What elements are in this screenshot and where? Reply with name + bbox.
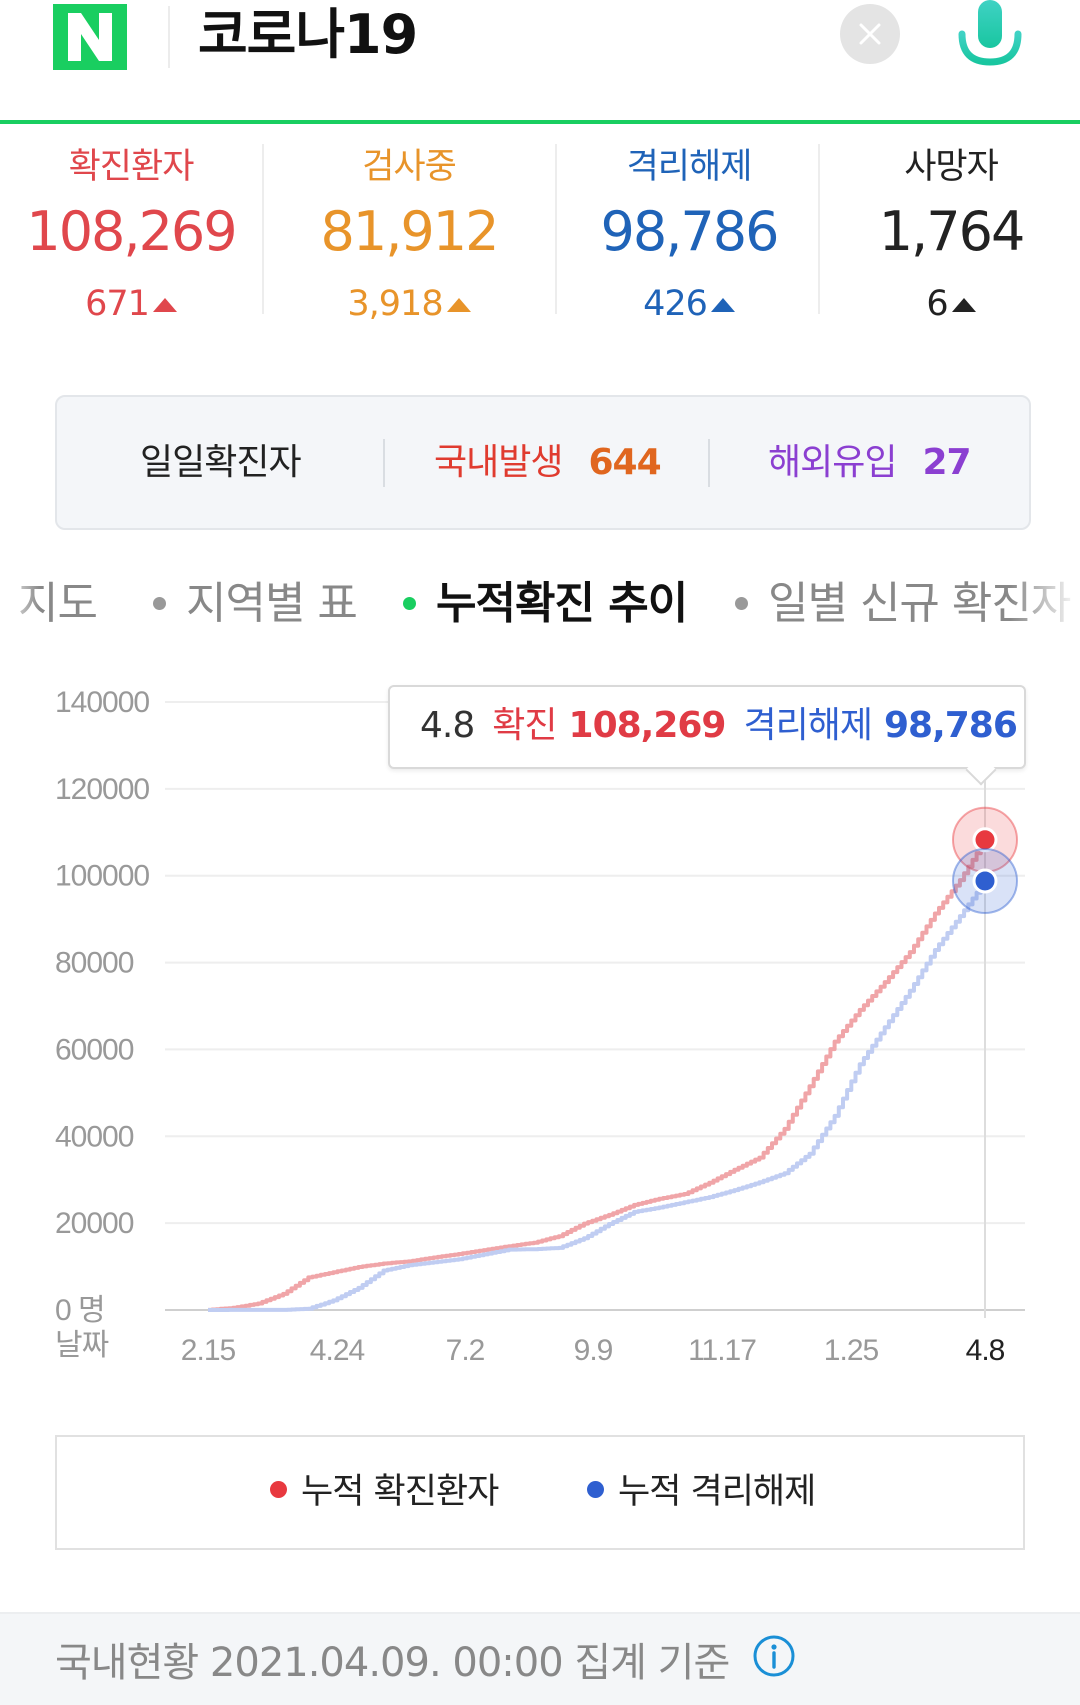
tab-bullet-icon	[153, 597, 166, 610]
up-triangle-icon	[152, 298, 177, 312]
data-timestamp: 국내현황 2021.04.09. 00:00 집계 기준	[55, 1640, 730, 1686]
y-tick-label: 80000	[55, 947, 134, 980]
daily-domestic-label: 국내발생	[434, 442, 563, 483]
y-tick-label: 0 명	[55, 1294, 105, 1327]
stat-divider	[818, 144, 820, 314]
naver-n-logo[interactable]	[53, 4, 127, 70]
stat-delta-value: 6	[926, 284, 948, 324]
daily-overseas-value: 27	[922, 442, 971, 483]
stat-delta-value: 3,918	[347, 284, 443, 324]
stat-confirmed[interactable]: 확진환자 108,269 671	[0, 138, 262, 324]
tab-bullet-icon	[735, 597, 748, 610]
stat-delta: 3,918	[278, 284, 540, 324]
x-tick-label: 4.24	[310, 1334, 365, 1367]
x-tick-label: 4.8	[966, 1334, 1005, 1367]
legend-dot-icon	[270, 1481, 287, 1498]
chart-tooltip: 4.8 확진 108,269 격리해제 98,786	[388, 685, 1026, 786]
legend-dot-icon	[587, 1481, 604, 1498]
daily-confirmed-box: 일일확진자 국내발생 644 해외유입 27	[55, 395, 1031, 530]
search-input[interactable]: 코로나19	[198, 3, 418, 66]
y-tick-label: 40000	[55, 1120, 134, 1153]
daily-divider	[708, 439, 710, 487]
tooltip-date: 4.8	[420, 705, 475, 746]
legend-item-released[interactable]: 누적 격리해제	[587, 1437, 816, 1548]
stat-deaths[interactable]: 사망자 1,764 6	[820, 138, 1080, 324]
stats-summary: 확진환자 108,269 671 검사중 81,912 3,918 격리해제 9…	[0, 138, 1080, 338]
daily-domestic-value: 644	[588, 442, 661, 483]
stat-divider	[262, 144, 264, 314]
chart-tabs: 지도 지역별 표 누적확진 추이 일별 신규 확진자	[0, 570, 1080, 640]
data-point-released	[972, 868, 998, 894]
y-tick-label: 120000	[55, 773, 149, 806]
x-tick-label: 1.25	[824, 1334, 879, 1367]
daily-overseas-label: 해외유입	[768, 442, 897, 483]
stat-released[interactable]: 격리해제 98,786 426	[558, 138, 820, 324]
series-line-released	[208, 881, 987, 1312]
legend-item-confirmed[interactable]: 누적 확진환자	[270, 1437, 499, 1548]
y-tick-label: 100000	[55, 860, 149, 893]
stat-label: 격리해제	[626, 147, 753, 187]
stat-label: 확진환자	[68, 147, 195, 187]
x-tick-label: 11.17	[688, 1334, 756, 1367]
tab-region-table[interactable]: 지역별 표	[153, 570, 358, 640]
daily-divider	[383, 439, 385, 487]
legend-label: 누적 격리해제	[618, 1472, 816, 1512]
tooltip-confirmed-value: 108,269	[568, 705, 727, 746]
up-triangle-icon	[951, 298, 976, 312]
stat-value: 1,764	[878, 200, 1026, 263]
stat-label: 사망자	[904, 147, 999, 187]
microphone-icon[interactable]	[952, 0, 1028, 80]
tab-label: 지역별 표	[186, 578, 358, 629]
daily-title: 일일확진자	[140, 442, 302, 483]
y-tick-label: 60000	[55, 1033, 134, 1066]
stat-divider	[555, 144, 557, 314]
tab-bullet-icon	[403, 597, 416, 610]
stat-delta: 6	[820, 284, 1080, 324]
chart-svg: 0 명 20000 40000 60000 80000 100000 120000 14000…	[55, 686, 1025, 1367]
stat-label: 검사중	[362, 147, 457, 187]
tabs-fade-left	[0, 570, 40, 640]
x-tick-label: 9.9	[574, 1334, 613, 1367]
stat-value: 98,786	[600, 200, 780, 263]
x-tick-label: 2.15	[181, 1334, 236, 1367]
daily-domestic: 국내발생 644	[434, 397, 662, 528]
data-point-confirmed	[972, 827, 998, 853]
stat-delta-value: 671	[85, 284, 150, 324]
legend-label: 누적 확진환자	[301, 1472, 499, 1512]
cumulative-chart[interactable]: 0 명 20000 40000 60000 80000 100000 120000 14000…	[0, 660, 1080, 1390]
tooltip-confirmed-label: 확진	[492, 705, 557, 746]
y-tick-label: 140000	[55, 686, 149, 719]
stat-delta-value: 426	[643, 284, 708, 324]
tabs-fade-right	[1010, 570, 1080, 640]
stat-testing[interactable]: 검사중 81,912 3,918	[278, 138, 540, 324]
tab-label: 누적확진 추이	[436, 578, 688, 629]
stat-delta: 671	[0, 284, 262, 324]
chart-legend: 누적 확진환자 누적 격리해제	[55, 1435, 1025, 1550]
search-header: 코로나19	[0, 0, 1080, 124]
info-icon[interactable]	[752, 1634, 796, 1678]
footer-bar: 국내현황 2021.04.09. 00:00 집계 기준	[0, 1612, 1080, 1705]
x-axis-title: 날짜	[55, 1329, 109, 1362]
stat-value: 81,912	[320, 200, 500, 263]
up-triangle-icon	[446, 298, 471, 312]
y-tick-label: 20000	[55, 1207, 134, 1240]
stat-value: 108,269	[26, 200, 237, 263]
header-divider	[168, 6, 170, 68]
stat-delta: 426	[558, 284, 820, 324]
close-icon	[859, 23, 881, 45]
tab-cumulative-trend[interactable]: 누적확진 추이	[403, 570, 688, 640]
daily-overseas: 해외유입 27	[768, 397, 972, 528]
clear-search-button[interactable]	[840, 4, 900, 64]
up-triangle-icon	[710, 298, 735, 312]
tooltip-released-label: 격리해제	[743, 705, 872, 746]
series-line-confirmed	[208, 839, 987, 1312]
x-tick-label: 7.2	[446, 1334, 485, 1367]
tooltip-released-value: 98,786	[883, 705, 1018, 746]
